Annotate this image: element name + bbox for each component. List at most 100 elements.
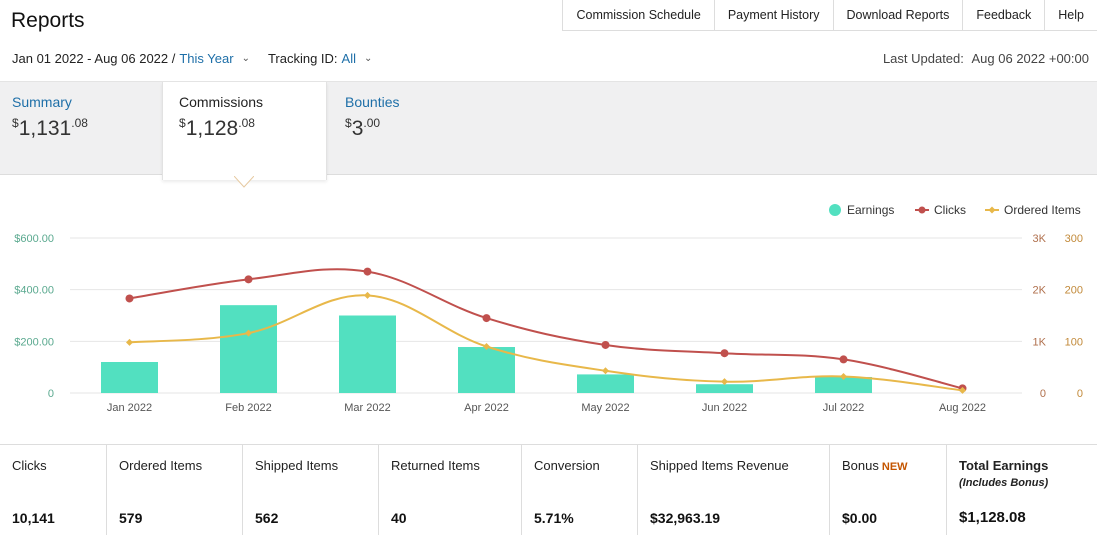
y-axis-left-tick: $600.00	[14, 233, 54, 245]
earnings-bar	[339, 315, 396, 393]
x-axis-tick: Aug 2022	[939, 402, 986, 414]
ordered-items-point	[721, 378, 728, 386]
legend-ordered-marker	[988, 206, 996, 214]
period-dropdown[interactable]: This Year	[179, 51, 234, 66]
feedback-link[interactable]: Feedback	[963, 0, 1046, 30]
x-axis-tick: Jul 2022	[823, 402, 865, 414]
y-axis-left-tick: $200.00	[14, 336, 54, 348]
filters-bar: Jan 01 2022 - Aug 06 2022 / This Year ⌄ …	[12, 51, 390, 66]
stat-ordered-items: Ordered Items 579	[107, 445, 243, 535]
commission-schedule-link[interactable]: Commission Schedule	[563, 0, 715, 30]
clicks-point	[601, 340, 610, 349]
stat-value: $32,963.19	[650, 510, 721, 526]
clicks-line	[129, 268, 963, 390]
earnings-bar	[220, 305, 277, 393]
legend-clicks-marker	[918, 206, 926, 214]
ordered-items-point	[602, 367, 609, 375]
y-axis-left-tick: $400.00	[14, 285, 54, 297]
page-title: Reports	[11, 9, 85, 32]
tab-bounties[interactable]: Bounties $3.00	[333, 82, 493, 176]
stat-label: Shipped Items Revenue	[650, 458, 789, 473]
stat-label: Bonus NEW	[842, 458, 908, 473]
tab-summary[interactable]: Summary $1,131.08	[0, 82, 162, 176]
ordered-items-point	[840, 372, 847, 380]
earnings-bar	[458, 347, 515, 393]
payment-history-link[interactable]: Payment History	[715, 0, 834, 30]
legend-earnings-marker	[829, 204, 841, 216]
commissions-amount: $1,128.08	[179, 116, 255, 140]
clicks-point	[720, 349, 729, 358]
earnings-bar	[101, 362, 158, 393]
legend-clicks-label: Clicks	[934, 203, 966, 217]
last-updated-label: Last Updated:	[882, 51, 964, 66]
stat-value: 10,141	[12, 510, 55, 526]
stats-row: Clicks 10,141 Ordered Items 579 Shipped …	[0, 444, 1097, 535]
y-axis-right1-tick: 3K	[1033, 233, 1047, 245]
stat-value: $1,128.08	[959, 509, 1026, 526]
stat-label: Shipped Items	[255, 458, 339, 473]
stat-bonus: Bonus NEW $0.00	[830, 445, 947, 535]
x-axis-tick: May 2022	[581, 402, 629, 414]
bounties-amount: $3.00	[345, 116, 381, 140]
earnings-chart: 0 0 0 $200.00 1K 100 $400.00 2K 200 $600.00 3K 300 J…	[14, 203, 1083, 414]
report-tabs: Summary $1,131.08 Commissions $1,128.08 …	[0, 81, 1097, 180]
stat-shipped-items: Shipped Items 562	[243, 445, 379, 535]
stat-total-earnings: Total Earnings (Includes Bonus) $1,128.0…	[947, 445, 1097, 535]
stat-clicks: Clicks 10,141	[0, 445, 107, 535]
ordered-items-line	[129, 294, 963, 392]
y-axis-left-tick: 0	[48, 388, 54, 400]
download-reports-link[interactable]: Download Reports	[834, 0, 964, 30]
clicks-point	[125, 294, 134, 303]
tracking-id-label: Tracking ID:	[267, 51, 338, 66]
top-nav: Commission Schedule Payment History Down…	[562, 0, 1097, 31]
stat-value: 579	[119, 510, 143, 526]
ordered-items-point	[364, 291, 371, 299]
date-range-text: Jan 01 2022 - Aug 06 2022 /	[12, 51, 176, 66]
earnings-bar	[696, 384, 753, 393]
y-axis-right1-tick: 0	[1040, 388, 1046, 400]
tab-commissions[interactable]: Commissions $1,128.08	[162, 82, 327, 180]
stat-label: Returned Items	[391, 458, 480, 473]
last-updated-value: Aug 06 2022 +00:00	[971, 51, 1089, 66]
stat-value: $0.00	[842, 510, 878, 526]
stat-value: 40	[391, 510, 407, 526]
stat-conversion: Conversion 5.71%	[522, 445, 638, 535]
legend-ordered-label: Ordered Items	[1004, 203, 1081, 217]
ordered-items-point	[959, 386, 966, 394]
stat-label: Clicks	[12, 458, 47, 473]
tracking-id-dropdown[interactable]: All	[341, 51, 356, 66]
y-axis-right1-tick: 2K	[1033, 285, 1047, 297]
chevron-down-icon[interactable]: ⌄	[364, 53, 373, 64]
summary-amount: $1,131.08	[12, 116, 88, 140]
stat-value: 5.71%	[534, 510, 574, 526]
x-axis-tick: Mar 2022	[344, 402, 390, 414]
earnings-bar	[577, 374, 634, 393]
stat-value: 562	[255, 510, 279, 526]
help-link[interactable]: Help	[1058, 8, 1084, 22]
x-axis-tick: Feb 2022	[225, 402, 271, 414]
stat-label: Ordered Items	[119, 458, 203, 473]
clicks-point	[363, 267, 372, 276]
ordered-items-point	[245, 329, 252, 337]
y-axis-right2-tick: 200	[1065, 285, 1083, 297]
tab-commissions-label: Commissions	[179, 94, 264, 110]
stat-label: Total Earnings	[959, 458, 1049, 473]
earnings-bar	[815, 376, 872, 393]
clicks-point	[839, 355, 848, 364]
chevron-down-icon[interactable]: ⌄	[241, 53, 250, 64]
stat-label: Conversion	[534, 458, 600, 473]
clicks-point	[482, 314, 491, 323]
x-axis-tick: Jun 2022	[702, 402, 747, 414]
stat-shipped-revenue: Shipped Items Revenue $32,963.19	[638, 445, 830, 535]
stat-sub-label: (Includes Bonus)	[959, 477, 1049, 489]
new-badge: NEW	[881, 461, 908, 473]
ordered-items-point	[483, 343, 490, 350]
y-axis-right2-tick: 300	[1065, 233, 1083, 245]
last-updated: Last Updated: Aug 06 2022 +00:00	[879, 51, 1089, 66]
ordered-items-point	[126, 338, 133, 346]
y-axis-right2-tick: 0	[1077, 388, 1083, 400]
tab-bounties-label: Bounties	[345, 94, 400, 110]
tab-summary-label: Summary	[12, 94, 72, 110]
legend-earnings-label: Earnings	[847, 203, 894, 217]
x-axis-tick: Apr 2022	[464, 402, 509, 414]
